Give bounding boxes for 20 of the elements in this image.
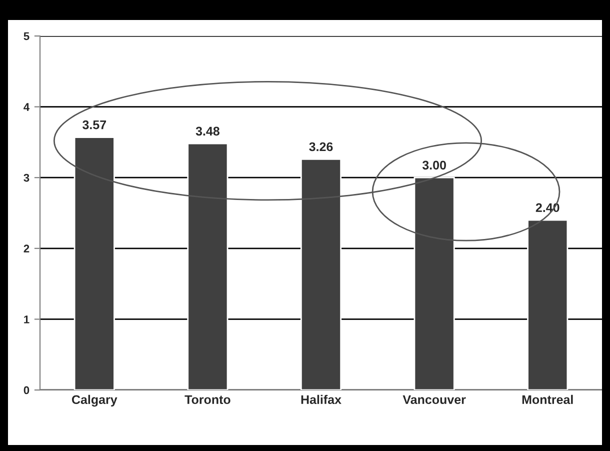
bar bbox=[187, 142, 228, 390]
x-tick-label: Vancouver bbox=[402, 395, 466, 404]
y-tick-label: 5 bbox=[24, 32, 30, 40]
bar bbox=[527, 219, 568, 390]
y-tick-label: 3 bbox=[24, 174, 30, 182]
data-label: 3.26 bbox=[309, 142, 333, 152]
y-tick-label: 1 bbox=[24, 316, 30, 324]
data-label: 3.00 bbox=[422, 160, 446, 170]
x-tick-label: Montreal bbox=[522, 394, 573, 404]
data-label: 3.48 bbox=[196, 126, 220, 136]
bar bbox=[74, 136, 115, 390]
x-tick-label: Calgary bbox=[72, 394, 118, 407]
y-tick-label: 2 bbox=[24, 244, 30, 252]
x-tick-label: Halifax bbox=[301, 394, 342, 404]
y-tick-label: 4 bbox=[24, 103, 30, 111]
y-tick-label: 0 bbox=[24, 386, 30, 394]
data-label: 3.57 bbox=[82, 120, 106, 130]
bar bbox=[414, 176, 455, 390]
bar bbox=[300, 158, 342, 390]
x-tick-label: Toronto bbox=[184, 395, 230, 404]
